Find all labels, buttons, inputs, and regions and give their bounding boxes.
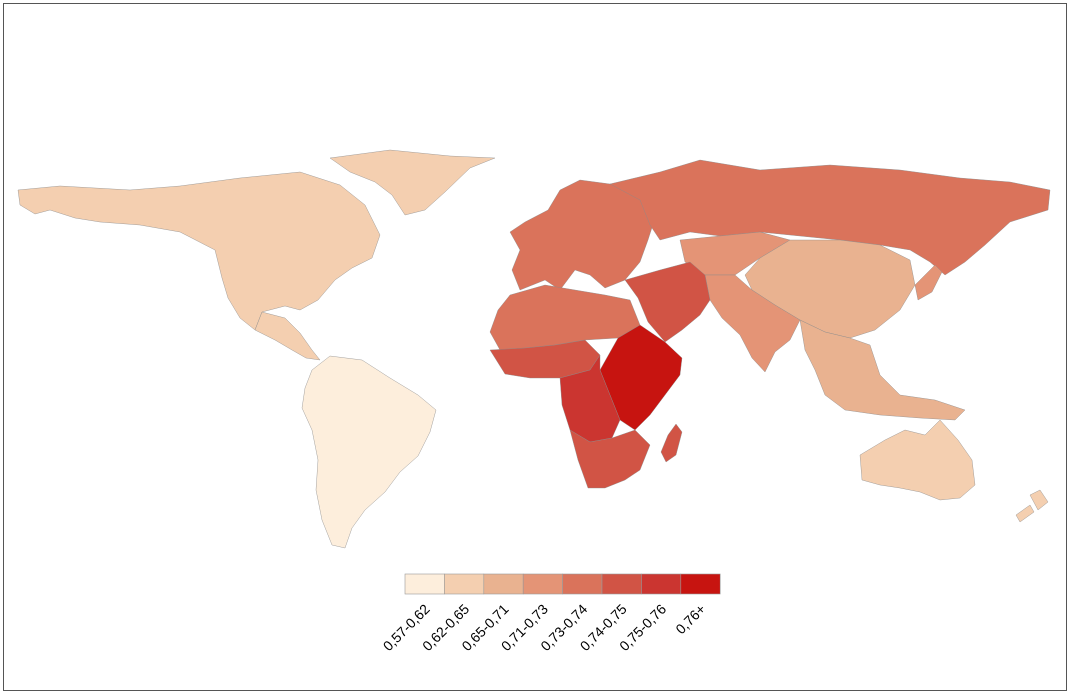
region-russia[interactable] <box>609 159 1051 276</box>
region-australia[interactable] <box>859 419 976 501</box>
legend-swatch <box>601 573 642 595</box>
legend: 0,57-0,620,62-0,650,65-0,710,71-0,730,73… <box>380 573 721 654</box>
region-new-zealand[interactable] <box>1015 489 1049 523</box>
map-regions <box>17 149 1051 549</box>
region-central-america[interactable] <box>254 311 321 361</box>
legend-label: 0,76+ <box>672 601 708 637</box>
region-japan[interactable] <box>914 264 943 301</box>
region-south-america[interactable] <box>301 355 437 549</box>
region-southern-africa[interactable] <box>569 429 651 489</box>
region-central-africa[interactable] <box>559 354 621 443</box>
region-greenland[interactable] <box>329 149 496 216</box>
region-madagascar[interactable] <box>660 423 683 463</box>
legend-swatch <box>404 573 445 595</box>
region-europe[interactable] <box>509 179 656 291</box>
region-north-africa[interactable] <box>489 284 641 351</box>
legend-swatch <box>680 573 721 595</box>
legend-swatch <box>641 573 682 595</box>
legend-swatch <box>444 573 485 595</box>
region-southeast-asia[interactable] <box>799 319 966 421</box>
legend-swatch <box>522 573 563 595</box>
region-north-america[interactable] <box>17 171 381 331</box>
legend-swatch <box>562 573 603 595</box>
legend-swatch <box>483 573 524 595</box>
region-middle-east[interactable] <box>624 261 711 343</box>
region-south-asia[interactable] <box>704 274 801 373</box>
